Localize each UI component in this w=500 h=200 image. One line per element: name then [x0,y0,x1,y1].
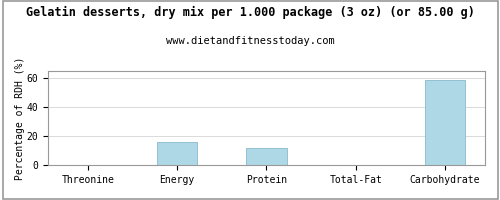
Bar [246,148,286,165]
Bar [425,80,465,165]
Bar [157,142,197,165]
Y-axis label: Percentage of RDH (%): Percentage of RDH (%) [15,56,25,180]
Text: Gelatin desserts, dry mix per 1.000 package (3 oz) (or 85.00 g): Gelatin desserts, dry mix per 1.000 pack… [26,6,474,19]
Text: www.dietandfitnesstoday.com: www.dietandfitnesstoday.com [166,36,334,46]
